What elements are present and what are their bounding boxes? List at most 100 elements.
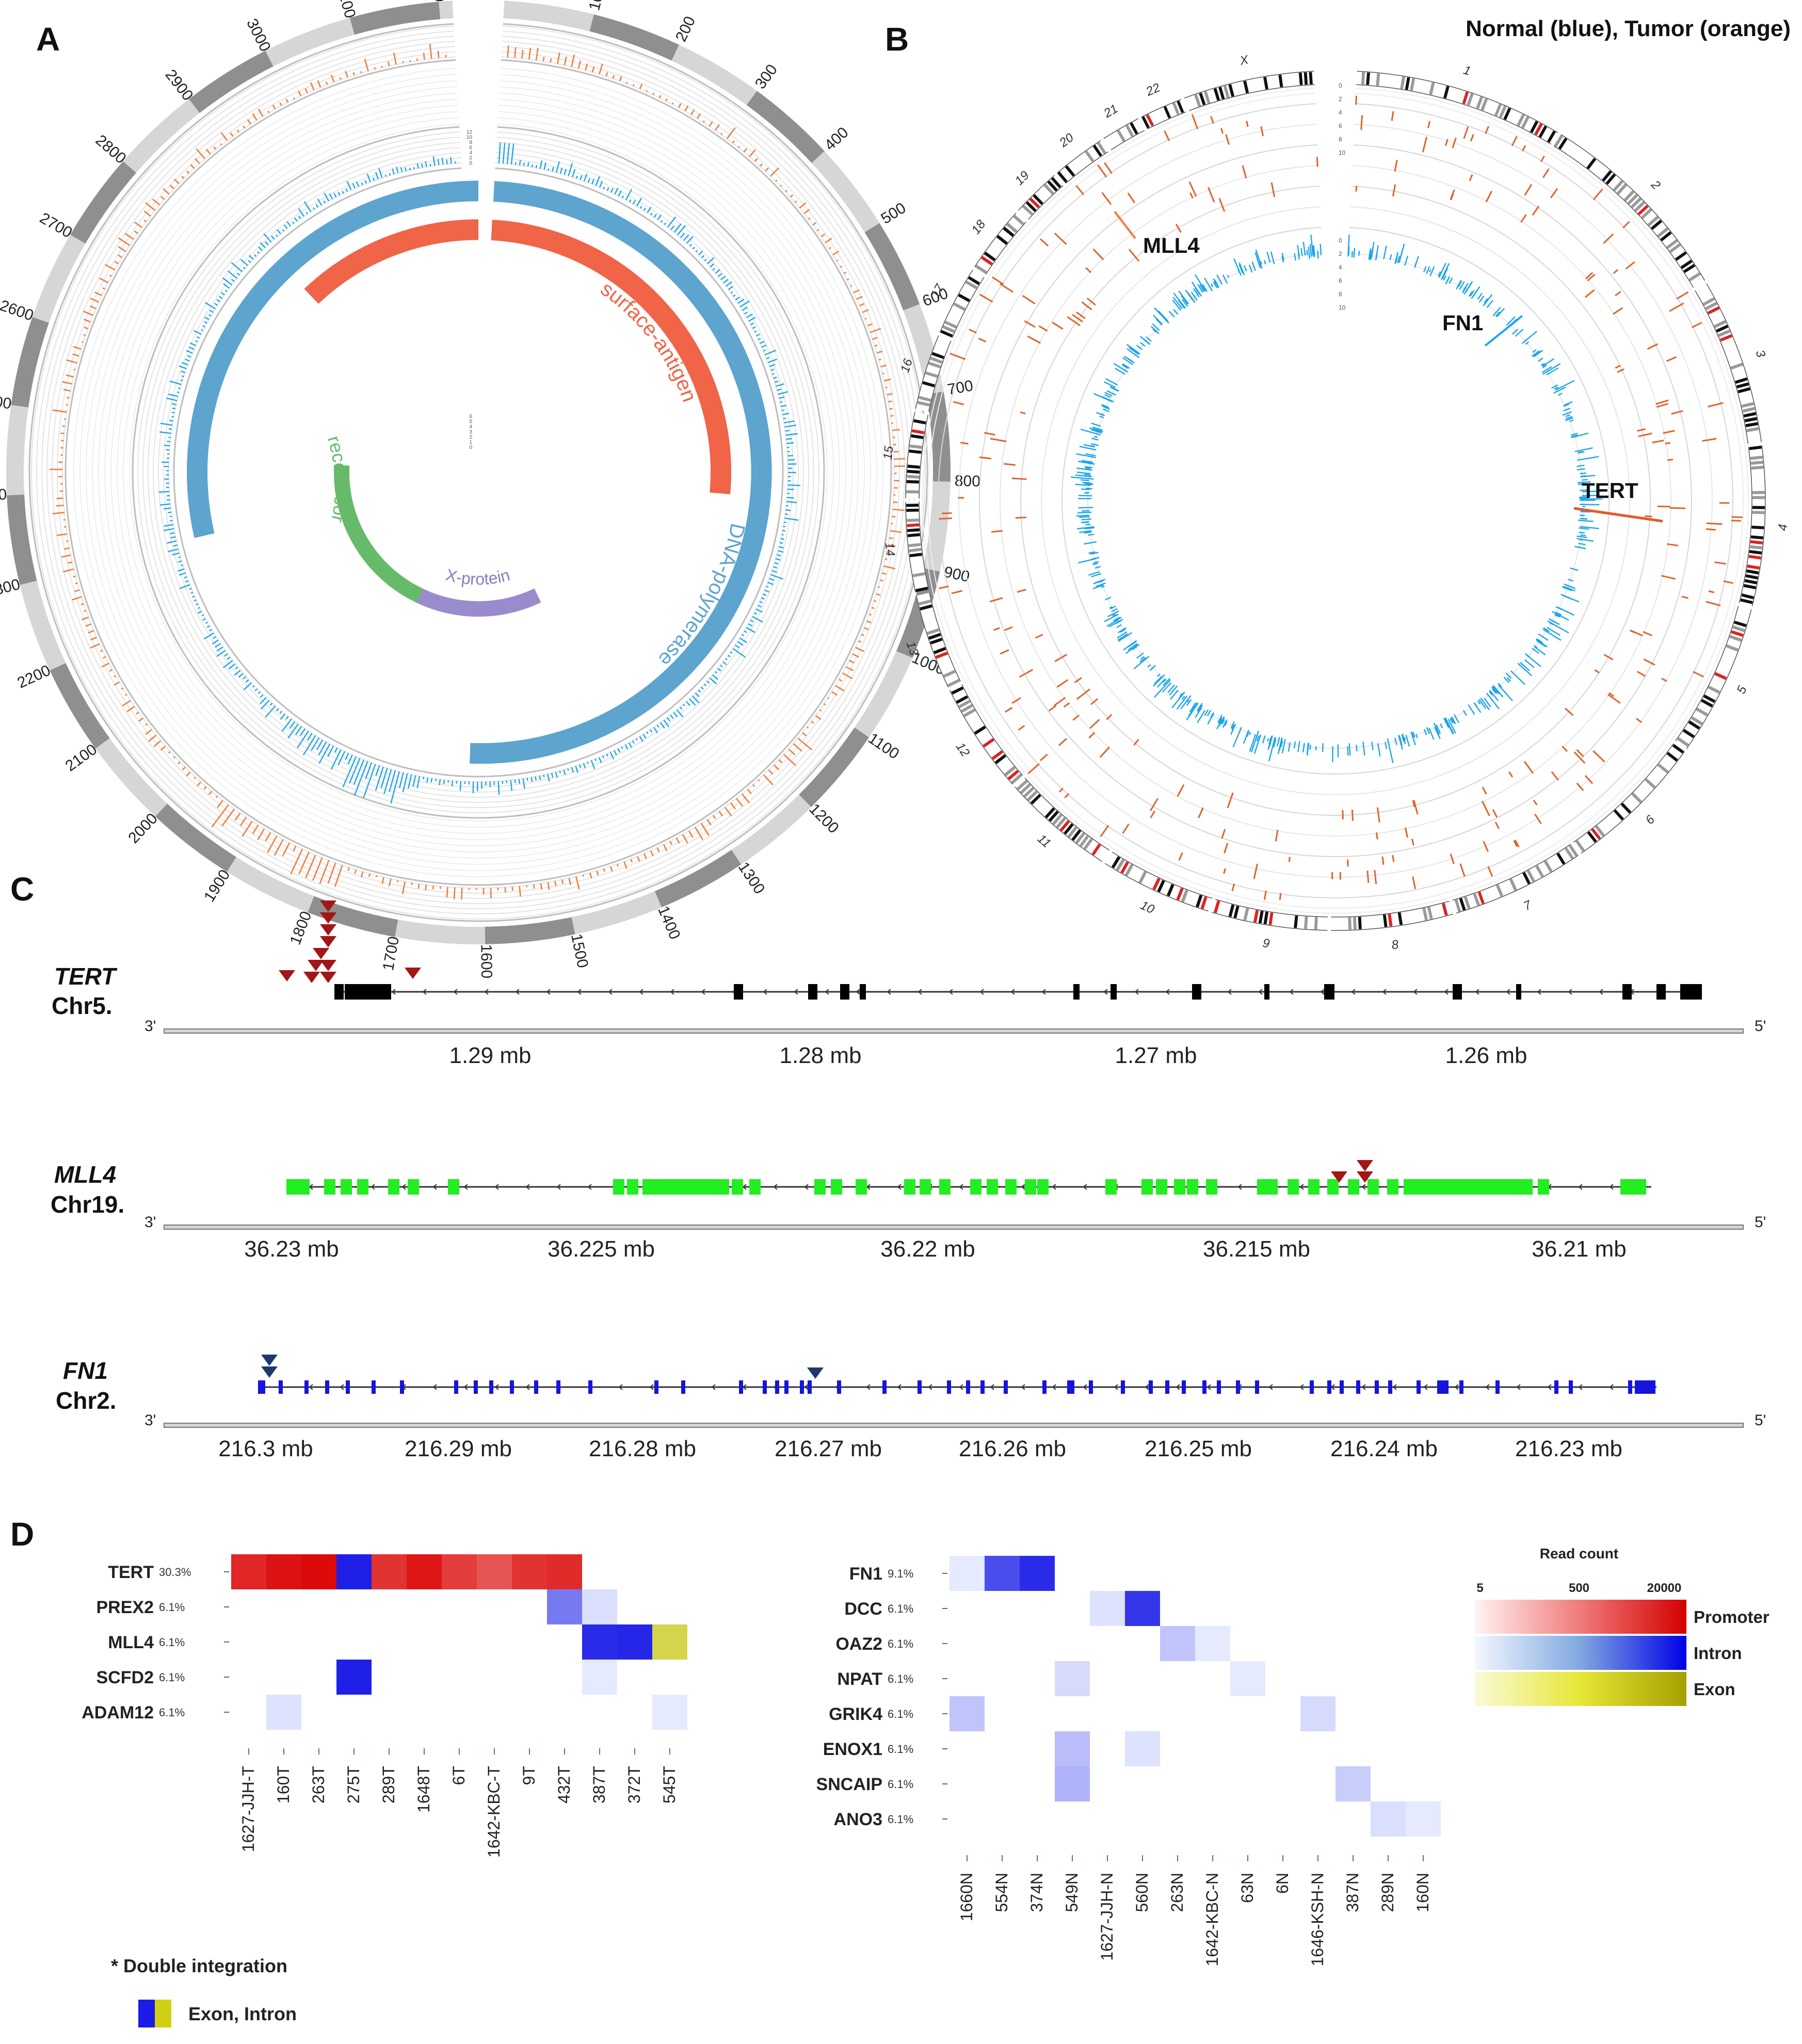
mll4-axis <box>164 1225 1744 1230</box>
tumor-tick <box>1224 843 1229 854</box>
normal-bar <box>412 775 416 787</box>
chromosome-band <box>1587 831 1597 843</box>
tumor-tick <box>1022 295 1036 305</box>
tumor-tick <box>1076 688 1091 700</box>
tumor-bar <box>803 208 810 214</box>
fn1-5prime: 5' <box>1755 1412 1766 1429</box>
scale-tick-label: 2300 <box>0 576 22 601</box>
chromosome-outline <box>1331 913 1453 931</box>
normal-bar <box>294 217 298 222</box>
chromosome-band <box>1672 744 1684 754</box>
tumor-tick <box>1645 515 1652 518</box>
tumor-tick <box>1004 626 1013 631</box>
normal-heatmap-gene-pct: 6.1% <box>888 1708 913 1720</box>
exon <box>258 1380 265 1394</box>
tumor-bar <box>396 880 399 882</box>
normal-heatmap-sample-label: 1660N <box>957 1873 976 1921</box>
normal-bar <box>260 694 264 698</box>
strand-arrow <box>1206 1384 1211 1390</box>
mll4-annotation: MLL4 <box>1143 233 1200 257</box>
chromosome-band <box>1111 856 1121 868</box>
tumor-bar <box>293 97 295 100</box>
normal-tick <box>1085 488 1092 490</box>
normal-bar <box>650 213 653 216</box>
mll4-exons <box>286 1179 1646 1195</box>
tumor-bar <box>671 102 674 105</box>
normal-bar <box>735 645 740 649</box>
chromosome-band <box>1591 828 1601 840</box>
normal-heatmap-sample-label: 6N <box>1273 1873 1292 1894</box>
grid-ring-tumor <box>31 25 926 920</box>
scale-tick-label: 1600 <box>477 944 495 978</box>
tumor-scale-label: 4 <box>1339 109 1342 116</box>
normal-tick <box>1162 682 1172 693</box>
normal-bar <box>776 554 781 557</box>
exon <box>1025 1179 1036 1195</box>
normal-bar <box>223 283 230 289</box>
normal-bar <box>276 234 278 237</box>
scale-tick-label: 1400 <box>654 904 683 942</box>
chromosome-band <box>1700 699 1713 708</box>
tumor-tick <box>960 442 969 445</box>
normal-bar <box>265 241 269 246</box>
grid-ring-inner <box>73 68 883 878</box>
normal-tick <box>1121 364 1128 369</box>
tumor-bar <box>603 868 605 872</box>
normal-tick <box>1353 248 1356 258</box>
tumor-tick <box>1576 749 1584 758</box>
strand-arrow <box>1609 1384 1614 1390</box>
strand-arrow <box>1578 1184 1583 1190</box>
normal-bar <box>437 158 440 166</box>
exon <box>1404 1179 1533 1195</box>
tumor-bar <box>765 167 769 172</box>
normal-tick <box>1253 734 1262 754</box>
normal-tick <box>1542 364 1547 368</box>
normal-bar <box>770 574 783 580</box>
normal-tick <box>1193 294 1198 301</box>
tumor-bar <box>829 247 831 249</box>
normal-bar <box>202 618 206 621</box>
normal-bar <box>168 437 171 438</box>
normal-tick <box>1092 584 1104 590</box>
chromosome-label: 5 <box>1734 684 1749 696</box>
integration-marker <box>1331 1171 1347 1183</box>
tumor-bar <box>845 666 854 671</box>
normal-tick <box>1578 519 1594 522</box>
exon <box>1037 1179 1049 1195</box>
normal-bar <box>636 198 642 207</box>
normal-tick <box>1154 307 1167 321</box>
normal-bar <box>195 603 199 606</box>
normal-heatmap-cell <box>1125 1591 1160 1626</box>
normal-bar <box>375 172 379 180</box>
tumor-bar <box>138 717 143 722</box>
tumor-bar <box>230 132 234 137</box>
normal-tick <box>1158 310 1169 322</box>
normal-bar <box>160 423 173 426</box>
tumor-bar <box>872 336 878 340</box>
tumor-tick <box>939 585 949 589</box>
normal-bar <box>378 168 383 179</box>
legend-intron-bar <box>1475 1636 1686 1670</box>
chromosome-band <box>958 293 971 302</box>
tumor-tick <box>1039 753 1048 762</box>
chromosome-outline <box>1112 851 1213 899</box>
tumor-bar <box>265 832 271 842</box>
tumor-bar <box>507 45 509 58</box>
normal-bar <box>363 764 376 798</box>
normal-bar <box>552 167 554 172</box>
exon <box>947 1380 951 1394</box>
normal-bar <box>701 686 704 690</box>
normal-bar <box>170 536 176 539</box>
tumor-bar <box>820 233 826 237</box>
chromosome-band <box>1057 171 1068 183</box>
panel-d-letter: D <box>10 1516 34 1553</box>
chromosome-band <box>1554 135 1564 147</box>
normal-tick <box>1104 392 1113 397</box>
tumor-tick <box>1481 800 1490 816</box>
exon <box>627 1179 638 1195</box>
normal-bar <box>299 728 306 736</box>
tumor-heatmap-cell <box>336 1660 372 1695</box>
exon <box>1538 1179 1549 1195</box>
chromosome-band <box>1731 630 1744 637</box>
tumor-bar <box>197 781 202 786</box>
